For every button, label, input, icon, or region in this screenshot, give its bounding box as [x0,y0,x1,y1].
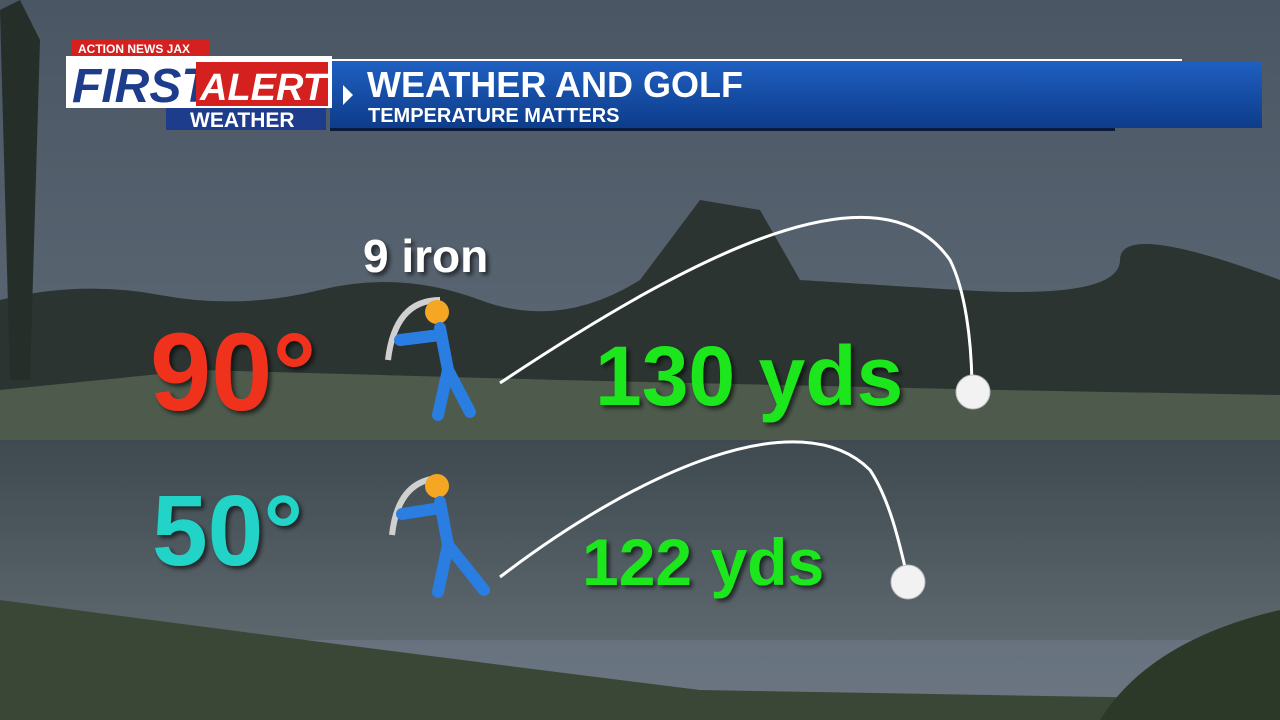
logo-alert-bg [196,62,328,106]
bushes [1100,610,1280,720]
ball-arc [499,215,974,393]
golfer-icon [385,297,476,421]
logo-first: FIRST [72,60,214,113]
tree-line [0,200,1280,420]
golf-ball [890,564,926,600]
ball-arc [499,440,910,581]
header-underline [330,128,1115,131]
header-subtitle: TEMPERATURE MATTERS [368,105,619,127]
bank [0,600,1280,720]
logo-alert: ALERT [199,67,329,109]
header-title: WEATHER AND GOLF [367,64,743,105]
water [0,440,1280,640]
golfer-icon [389,474,490,598]
header-arrow [343,85,353,105]
logo-weather: WEATHER [190,109,295,132]
golf-ball [955,374,991,410]
tree [0,0,40,380]
distance: 130 yds [595,329,903,423]
logo-station-bg [72,40,210,56]
logo-station: ACTION NEWS JAX [78,42,190,56]
temperature: 50° [152,475,303,587]
club-label: 9 iron [363,230,488,282]
temperature: 90° [150,311,316,434]
distance: 122 yds [582,525,824,599]
logo-weather-bg [166,108,326,130]
header-banner [330,62,1262,128]
